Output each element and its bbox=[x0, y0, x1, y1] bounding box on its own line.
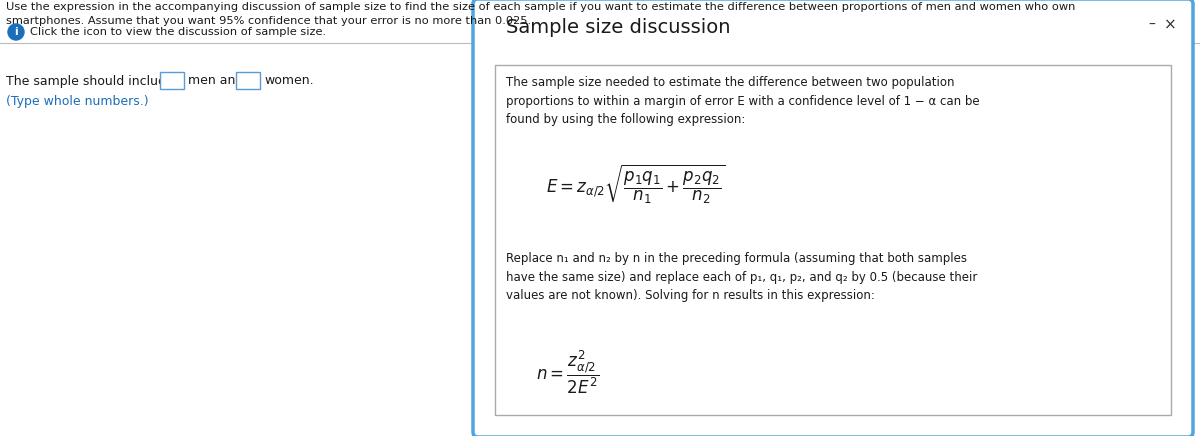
Text: i: i bbox=[14, 27, 18, 37]
FancyBboxPatch shape bbox=[473, 0, 1193, 436]
Text: Replace n₁ and n₂ by n in the preceding formula (assuming that both samples
have: Replace n₁ and n₂ by n in the preceding … bbox=[506, 252, 977, 302]
Text: ×: × bbox=[1164, 18, 1177, 33]
Text: The sample should include: The sample should include bbox=[6, 75, 174, 88]
Text: women.: women. bbox=[264, 75, 313, 88]
Text: The sample size needed to estimate the difference between two population
proport: The sample size needed to estimate the d… bbox=[506, 76, 979, 126]
Text: –: – bbox=[1148, 18, 1154, 32]
Text: $E = z_{\alpha/2}\sqrt{\dfrac{p_1q_1}{n_1} + \dfrac{p_2q_2}{n_2}}$: $E = z_{\alpha/2}\sqrt{\dfrac{p_1q_1}{n_… bbox=[546, 162, 726, 206]
Text: (Type whole numbers.): (Type whole numbers.) bbox=[6, 95, 149, 108]
Text: Use the expression in the accompanying discussion of sample size to find the siz: Use the expression in the accompanying d… bbox=[6, 2, 1075, 12]
Bar bbox=[236, 72, 260, 89]
Text: Sample size discussion: Sample size discussion bbox=[506, 18, 731, 37]
FancyBboxPatch shape bbox=[496, 65, 1171, 415]
Text: men and: men and bbox=[188, 75, 244, 88]
Circle shape bbox=[8, 24, 24, 40]
Text: smartphones. Assume that you want 95% confidence that your error is no more than: smartphones. Assume that you want 95% co… bbox=[6, 16, 532, 26]
Bar bbox=[160, 72, 184, 89]
Text: Click the icon to view the discussion of sample size.: Click the icon to view the discussion of… bbox=[30, 27, 326, 37]
Text: $n = \dfrac{z^2_{\alpha/2}}{2E^2}$: $n = \dfrac{z^2_{\alpha/2}}{2E^2}$ bbox=[536, 348, 599, 396]
